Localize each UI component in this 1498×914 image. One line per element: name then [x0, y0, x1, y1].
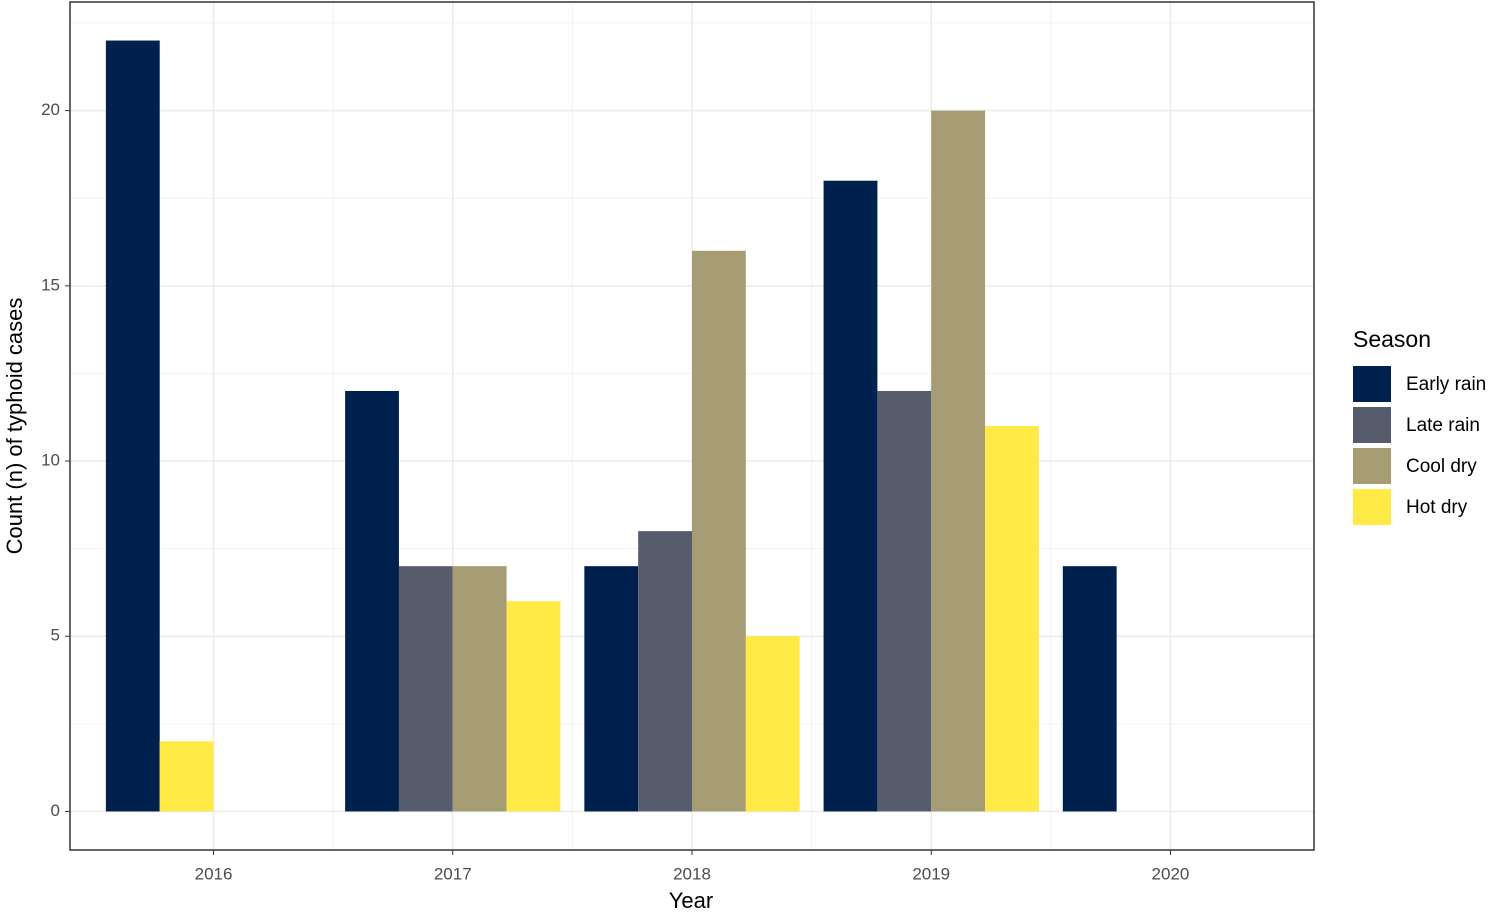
legend-label: Hot dry	[1406, 497, 1468, 518]
bar	[506, 601, 561, 812]
bar	[1062, 566, 1117, 812]
y-axis-title: Count (n) of typhoid cases	[2, 298, 27, 555]
y-tick-label: 5	[51, 626, 60, 645]
legend-label: Early rain	[1406, 374, 1486, 395]
legend-key	[1353, 407, 1391, 443]
x-tick-label: 2020	[1152, 864, 1190, 883]
legend-label: Cool dry	[1406, 456, 1477, 477]
x-tick-label: 2018	[673, 864, 711, 883]
x-axis-title: Year	[669, 888, 713, 913]
y-tick-label: 10	[41, 451, 60, 470]
panel-border	[69, 1, 1315, 851]
legend-title: Season	[1353, 326, 1431, 352]
legend-key	[1353, 366, 1391, 402]
x-tick-label: 2019	[912, 864, 950, 883]
bar	[877, 390, 932, 812]
legend-label: Late rain	[1406, 415, 1480, 436]
y-tick-label: 15	[41, 275, 60, 294]
bar	[584, 566, 639, 812]
y-tick-label: 20	[41, 100, 60, 119]
bar	[823, 180, 878, 812]
bar	[931, 110, 986, 812]
bar	[105, 40, 160, 812]
bar	[692, 250, 746, 812]
bar	[398, 566, 453, 812]
bar	[985, 426, 1039, 812]
bar	[345, 390, 399, 812]
y-tick-label: 0	[51, 801, 60, 820]
bar	[159, 741, 214, 812]
bar	[452, 566, 507, 812]
x-tick-label: 2017	[434, 864, 472, 883]
bar	[638, 531, 692, 812]
legend-key	[1353, 448, 1391, 484]
legend-key	[1353, 489, 1391, 525]
x-tick-label: 2016	[195, 864, 233, 883]
bar	[745, 636, 800, 812]
